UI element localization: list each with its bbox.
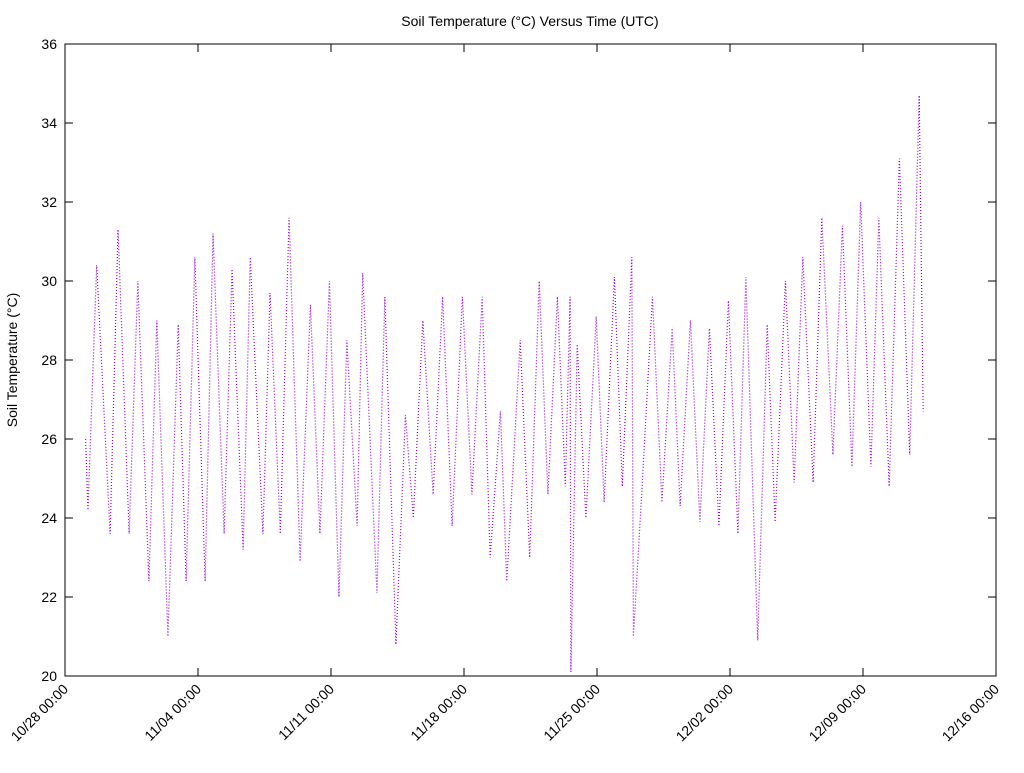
x-tick-label: 11/25 00:00 (540, 681, 603, 744)
y-tick-label: 30 (41, 273, 57, 289)
x-tick-label: 10/28 00:00 (8, 681, 72, 745)
x-tick-label: 11/18 00:00 (407, 681, 470, 744)
y-tick-label: 28 (41, 352, 57, 368)
chart-title: Soil Temperature (°C) Versus Time (UTC) (401, 13, 658, 29)
x-tick-label: 11/04 00:00 (141, 681, 204, 744)
y-tick-label: 20 (41, 668, 57, 684)
plot-border (64, 43, 997, 677)
data-line (84, 95, 924, 673)
y-tick-label: 24 (41, 510, 57, 526)
x-tick-label: 12/02 00:00 (673, 681, 737, 745)
y-tick-label: 36 (41, 36, 57, 52)
x-tick-label: 12/09 00:00 (806, 681, 870, 745)
y-tick-label: 32 (41, 194, 57, 210)
y-axis-label: Soil Temperature (°C) (4, 293, 20, 428)
x-tick-label: 12/16 00:00 (939, 681, 1003, 745)
x-tick-label: 11/11 00:00 (275, 681, 337, 743)
y-tick-label: 26 (41, 431, 57, 447)
y-tick-label: 34 (41, 115, 57, 131)
y-tick-label: 22 (41, 589, 57, 605)
